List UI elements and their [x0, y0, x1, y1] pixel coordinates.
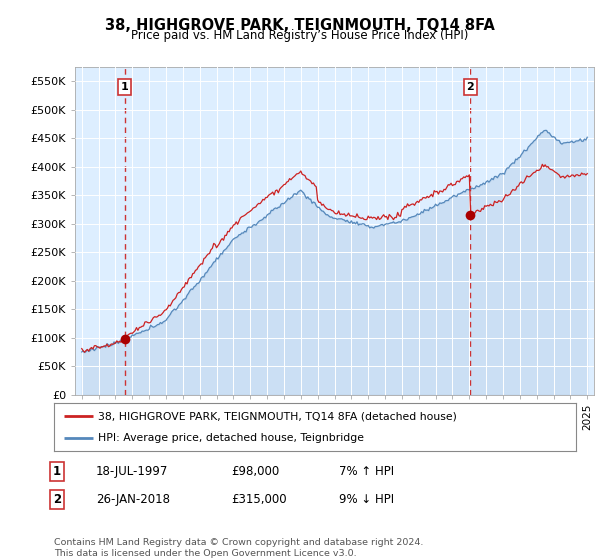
Text: 9% ↓ HPI: 9% ↓ HPI	[339, 493, 394, 506]
Text: 38, HIGHGROVE PARK, TEIGNMOUTH, TQ14 8FA: 38, HIGHGROVE PARK, TEIGNMOUTH, TQ14 8FA	[105, 18, 495, 33]
Text: 7% ↑ HPI: 7% ↑ HPI	[339, 465, 394, 478]
Text: Contains HM Land Registry data © Crown copyright and database right 2024.
This d: Contains HM Land Registry data © Crown c…	[54, 538, 424, 558]
Text: 1: 1	[53, 465, 61, 478]
Text: 18-JUL-1997: 18-JUL-1997	[96, 465, 169, 478]
Text: 2: 2	[53, 493, 61, 506]
Text: 2: 2	[467, 82, 475, 92]
Text: Price paid vs. HM Land Registry’s House Price Index (HPI): Price paid vs. HM Land Registry’s House …	[131, 29, 469, 42]
Text: HPI: Average price, detached house, Teignbridge: HPI: Average price, detached house, Teig…	[98, 433, 364, 443]
Text: £98,000: £98,000	[231, 465, 279, 478]
Text: 26-JAN-2018: 26-JAN-2018	[96, 493, 170, 506]
Text: £315,000: £315,000	[231, 493, 287, 506]
Text: 1: 1	[121, 82, 128, 92]
Text: 38, HIGHGROVE PARK, TEIGNMOUTH, TQ14 8FA (detached house): 38, HIGHGROVE PARK, TEIGNMOUTH, TQ14 8FA…	[98, 411, 457, 421]
